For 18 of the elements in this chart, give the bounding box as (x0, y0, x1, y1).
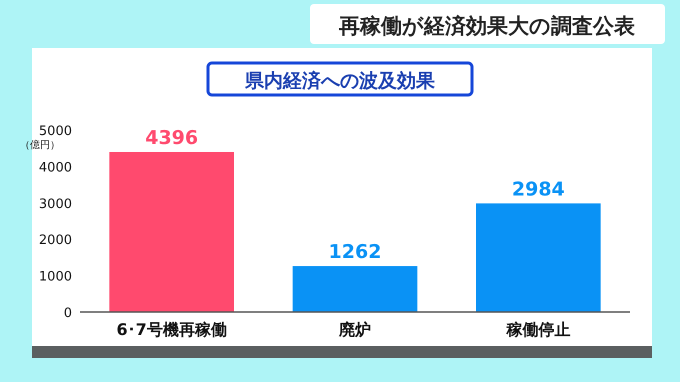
y-tick-label: 2000 (38, 233, 72, 248)
bar (476, 203, 601, 312)
y-tick-label: 0 (64, 306, 72, 321)
x-tick-label: 6･7号機再稼働 (116, 320, 227, 339)
x-tick-label: 稼働停止 (505, 320, 570, 339)
y-tick-label: 5000 (38, 124, 72, 139)
bar (292, 266, 418, 312)
y-tick-label: 4000 (38, 160, 72, 176)
y-tick-label: 1000 (38, 270, 72, 285)
data-label: 4396 (145, 126, 198, 149)
chart-title: 再稼働が経済効果大の調査公表 (338, 14, 635, 38)
x-tick-label: 廃炉 (338, 320, 371, 339)
y-tick-label: 3000 (38, 196, 72, 212)
y-axis-title: （億円） (20, 139, 60, 151)
data-label: 1262 (328, 241, 382, 264)
bar (109, 152, 234, 312)
data-label: 2984 (512, 178, 565, 200)
chart-subtitle: 県内経済への波及効果 (244, 70, 436, 92)
